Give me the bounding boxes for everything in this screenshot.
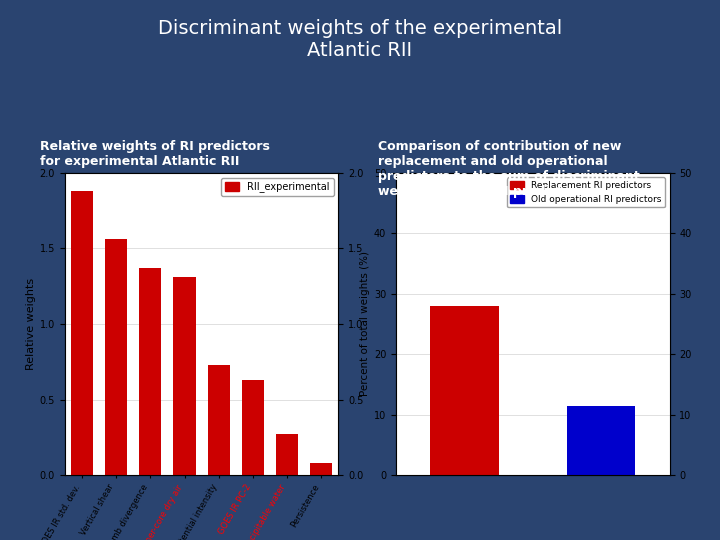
- Bar: [207, 365, 230, 475]
- Y-axis label: Percent of total weights (%): Percent of total weights (%): [360, 252, 370, 396]
- Text: Relative weights of RI predictors
for experimental Atlantic RII: Relative weights of RI predictors for ex…: [40, 140, 269, 168]
- Bar: [431, 306, 498, 475]
- Bar: [567, 406, 635, 475]
- Text: Discriminant weights of the experimental
Atlantic RII: Discriminant weights of the experimental…: [158, 19, 562, 60]
- Y-axis label: Relative weights: Relative weights: [25, 278, 35, 370]
- Bar: [71, 191, 93, 475]
- Bar: [276, 434, 298, 475]
- Bar: [242, 380, 264, 475]
- Legend: Replacement RI predictors, Old operational RI predictors: Replacement RI predictors, Old operation…: [507, 177, 665, 207]
- Legend: RII_experimental: RII_experimental: [221, 178, 333, 197]
- Bar: [174, 277, 196, 475]
- Bar: [139, 268, 161, 475]
- Bar: [105, 239, 127, 475]
- Bar: [310, 463, 333, 475]
- Text: Comparison of contribution of new
replacement and old operational
predictors to : Comparison of contribution of new replac…: [378, 140, 640, 198]
